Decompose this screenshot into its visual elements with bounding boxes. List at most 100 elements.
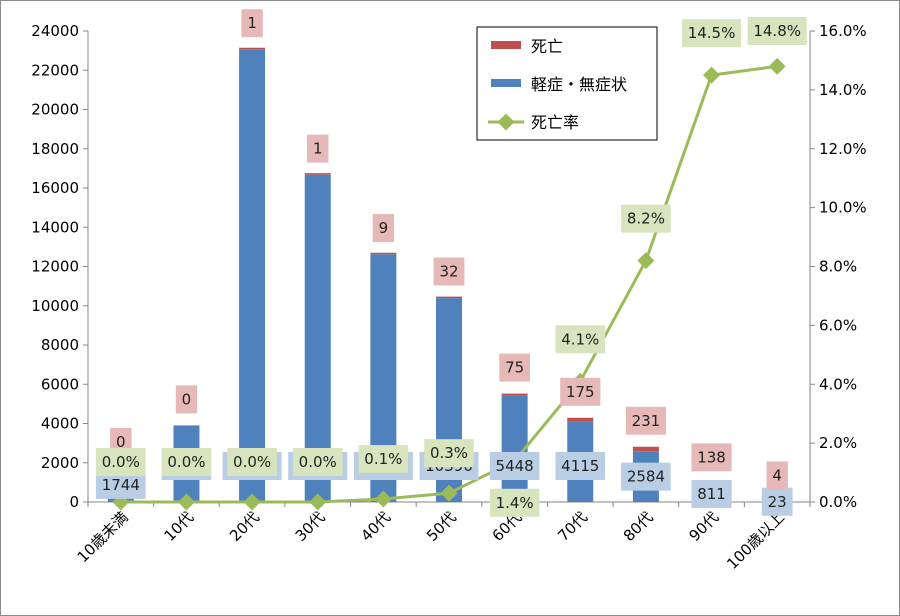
bar-death-label: 9 bbox=[379, 219, 389, 237]
bar-death-label: 231 bbox=[632, 412, 661, 430]
rate-label: 0.0% bbox=[299, 453, 337, 471]
rate-label: 1.4% bbox=[496, 494, 534, 512]
legend-label-mild: 軽症・無症状 bbox=[531, 75, 627, 94]
bar-death-label-group: 138 bbox=[691, 443, 732, 472]
rate-marker bbox=[703, 66, 721, 84]
rate-label-bg bbox=[161, 448, 212, 476]
rate-label-group: 0.0% bbox=[161, 448, 212, 476]
rate-marker bbox=[243, 493, 261, 511]
left-tick-label: 14000 bbox=[31, 218, 79, 236]
right-tick-label: 16.0% bbox=[819, 22, 867, 40]
rate-label-bg bbox=[292, 448, 343, 476]
bar-mild bbox=[239, 49, 266, 502]
bar-mild-label-bg bbox=[761, 487, 793, 516]
bar-death bbox=[632, 446, 659, 452]
rate-label: 0.0% bbox=[167, 453, 205, 471]
bar-mild-label-bg bbox=[621, 462, 671, 491]
bar-death-label-group: 1 bbox=[241, 9, 263, 38]
bar-death-label-bg bbox=[372, 214, 395, 243]
bar-death-label-bg bbox=[625, 406, 667, 435]
bar-mild-label-group: 4115 bbox=[555, 452, 606, 480]
bar-mild-label-bg bbox=[489, 452, 540, 480]
bar-death bbox=[501, 393, 528, 396]
bar-mild-label: 5448 bbox=[496, 457, 534, 475]
bar-death-label: 32 bbox=[439, 262, 458, 280]
rate-label-bg bbox=[227, 448, 277, 476]
x-tick-label: 80代 bbox=[620, 508, 657, 545]
bar-death bbox=[436, 296, 462, 299]
rate-label: 4.1% bbox=[561, 330, 599, 348]
rate-marker bbox=[374, 490, 392, 508]
bar-death-label-bg bbox=[766, 461, 788, 490]
bar-death bbox=[370, 252, 397, 255]
bar-mild-label-group: 811 bbox=[691, 480, 732, 509]
rate-label-bg bbox=[747, 17, 807, 45]
rate-label-group: 14.5% bbox=[682, 19, 742, 48]
bar-death-label-group: 175 bbox=[560, 377, 601, 406]
bar-death-label-bg bbox=[499, 353, 531, 382]
bar-death-label: 1 bbox=[247, 14, 257, 32]
legend-swatch-death bbox=[491, 41, 521, 49]
rate-label-group: 14.8% bbox=[747, 17, 807, 45]
rate-label: 0.0% bbox=[102, 453, 140, 471]
bar-death-label-group: 0 bbox=[175, 385, 198, 414]
rate-label: 14.5% bbox=[688, 24, 736, 42]
bar-mild-label: 811 bbox=[697, 485, 726, 503]
rate-label: 8.2% bbox=[627, 210, 665, 228]
x-tick-label: 20代 bbox=[226, 508, 263, 545]
rate-label: 0.3% bbox=[430, 444, 468, 462]
rate-label-group: 4.1% bbox=[555, 325, 606, 354]
bar-death-label-bg bbox=[307, 134, 329, 163]
right-tick-label: 10.0% bbox=[819, 199, 867, 217]
bar-mild-label: 4115 bbox=[561, 457, 599, 475]
rate-marker bbox=[440, 484, 458, 502]
bar-mild-label-group: 23 bbox=[761, 487, 793, 516]
rate-label: 14.8% bbox=[753, 22, 801, 40]
bar-death bbox=[304, 173, 331, 175]
legend-label-death: 死亡 bbox=[531, 37, 563, 56]
rate-label-group: 0.0% bbox=[292, 448, 343, 476]
rate-label-bg bbox=[555, 325, 606, 354]
left-tick-label: 6000 bbox=[41, 375, 79, 393]
rate-label: 0.0% bbox=[233, 453, 271, 471]
right-tick-label: 4.0% bbox=[819, 375, 857, 393]
bar-death bbox=[239, 47, 266, 50]
rate-label-group: 0.0% bbox=[96, 448, 146, 476]
right-tick-label: 14.0% bbox=[819, 81, 867, 99]
x-tick-label: 50代 bbox=[423, 508, 460, 545]
bar-death-label-group: 32 bbox=[433, 257, 465, 286]
bar-mild-label-group: 2584 bbox=[621, 462, 671, 491]
bar-death-label: 175 bbox=[566, 383, 595, 401]
left-tick-label: 0 bbox=[69, 493, 79, 511]
data-labels: 1744390323071166801262410390544841152584… bbox=[96, 9, 807, 517]
left-tick-label: 8000 bbox=[41, 336, 79, 354]
bar-death-label: 0 bbox=[116, 433, 126, 451]
rate-marker bbox=[177, 493, 195, 511]
x-tick-label: 90代 bbox=[686, 508, 723, 545]
right-tick-label: 2.0% bbox=[819, 434, 857, 452]
bar-death-label: 4 bbox=[772, 466, 782, 484]
right-tick-label: 0.0% bbox=[819, 493, 857, 511]
bar-death-label-bg bbox=[691, 443, 732, 472]
x-tick-label: 100歳以上 bbox=[723, 508, 788, 573]
rate-label-bg bbox=[489, 488, 540, 517]
left-tick-label: 24000 bbox=[31, 22, 79, 40]
bar-death-label-bg bbox=[175, 385, 198, 414]
left-tick-label: 18000 bbox=[31, 140, 79, 158]
rate-label-bg bbox=[424, 439, 474, 468]
bar-mild-label-bg bbox=[691, 480, 732, 509]
rate-marker bbox=[637, 252, 655, 270]
rate-label-bg bbox=[621, 204, 671, 233]
bar-death-label-group: 75 bbox=[499, 353, 531, 382]
bar-mild-label-group: 5448 bbox=[489, 452, 540, 480]
bar-death bbox=[567, 417, 594, 422]
legend-label-rate: 死亡率 bbox=[531, 113, 579, 132]
rate-label: 0.1% bbox=[364, 450, 402, 468]
bar-mild-label: 1744 bbox=[102, 476, 140, 494]
bar-mild bbox=[304, 174, 331, 502]
rate-label-group: 8.2% bbox=[621, 204, 671, 233]
legend-swatch-mild bbox=[491, 79, 521, 87]
rate-marker bbox=[309, 493, 327, 511]
